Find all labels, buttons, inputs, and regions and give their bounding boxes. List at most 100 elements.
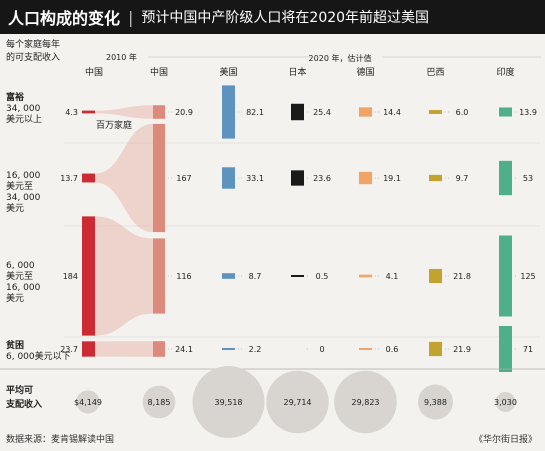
col-header-country: 日本 <box>288 66 306 78</box>
value-label-2020: 0 <box>319 345 324 354</box>
chart-subtitle: 预计中国中产阶级人口将在2020年前超过美国 <box>141 10 430 26</box>
bracket-label: 34, 000 <box>6 104 41 114</box>
value-label-china-2010: 23.7 <box>60 345 78 354</box>
bar-中国-2020 <box>153 105 165 119</box>
value-label-2020: 53 <box>523 174 533 183</box>
bar-美国-2020 <box>222 348 235 350</box>
bar-德国-2020 <box>359 348 372 350</box>
bar-日本-2020 <box>291 275 304 277</box>
bar-德国-2020 <box>359 107 372 117</box>
value-label-2020: 71 <box>523 345 533 354</box>
value-label-china-2010: 184 <box>63 272 78 281</box>
bar-印度-2020 <box>499 107 512 117</box>
value-label-2020: 8.7 <box>249 272 262 281</box>
bar-china-2010 <box>82 173 95 183</box>
avg-income-value: 29,714 <box>284 398 312 407</box>
value-label-2020: 0.5 <box>316 272 329 281</box>
value-label-2020: 33.1 <box>246 174 264 183</box>
value-label-2020: 21.8 <box>453 272 471 281</box>
bracket-label: 贫困 <box>6 339 24 351</box>
col-header-country: 印度 <box>496 66 514 78</box>
col-header-china-2010: 中国 <box>85 66 103 78</box>
bracket-label: 美元 <box>6 292 24 304</box>
value-label-2020: 4.1 <box>386 272 399 281</box>
avg-income-circle <box>142 385 176 419</box>
year-2020-label: 2020 年，估计值 <box>309 53 372 63</box>
avg-income-value: 9,388 <box>424 398 447 407</box>
flow-band <box>95 341 153 357</box>
unit-note: 百万家庭 <box>96 119 132 131</box>
col-header-country: 德国 <box>356 66 374 78</box>
avg-income-circle <box>76 390 100 414</box>
bar-巴西-2020 <box>429 268 442 284</box>
bar-印度-2020 <box>499 160 512 196</box>
bar-美国-2020 <box>222 273 235 279</box>
row-label-line2: 的可支配收入 <box>6 51 60 63</box>
value-label-2020: 116 <box>176 272 191 281</box>
avg-income-value: 8,185 <box>148 398 171 407</box>
value-label-2020: 19.1 <box>383 174 401 183</box>
avg-income-circle <box>417 384 454 420</box>
bracket-label: 美元以上 <box>6 113 42 125</box>
avg-income-label-line1: 平均可 <box>6 384 33 396</box>
value-label-2020: 125 <box>520 272 535 281</box>
chart-title: 人口构成的变化 <box>8 9 121 28</box>
avg-income-circle <box>495 392 516 412</box>
value-label-2020: 21.9 <box>453 345 471 354</box>
value-label-2020: 25.4 <box>313 108 331 117</box>
value-label-2020: 2.2 <box>249 345 262 354</box>
value-label-2020: 23.6 <box>313 174 331 183</box>
bar-印度-2020 <box>499 235 512 317</box>
value-label-china-2010: 4.3 <box>65 108 78 117</box>
value-label-2020: 6.0 <box>456 108 469 117</box>
value-label-china-2010: 13.7 <box>60 174 78 183</box>
value-label-2020: 13.9 <box>519 108 537 117</box>
bracket-label: 美元 <box>6 202 24 214</box>
row-label-line1: 每个家庭每年 <box>6 38 60 50</box>
value-label-2020: 0.6 <box>386 345 399 354</box>
bar-中国-2020 <box>153 341 165 357</box>
year-2010-label: 2010 年 <box>106 52 137 62</box>
bar-德国-2020 <box>359 171 372 185</box>
bar-巴西-2020 <box>429 341 442 357</box>
bar-china-2010 <box>82 216 95 336</box>
bar-巴西-2020 <box>429 174 442 182</box>
source-note: 数据来源：麦肯锡解读中国 <box>6 435 115 445</box>
bar-美国-2020 <box>222 85 235 139</box>
bar-美国-2020 <box>222 167 235 189</box>
avg-income-value: 29,823 <box>352 398 380 407</box>
bar-china-2010 <box>82 110 95 114</box>
value-label-2020: 82.1 <box>246 108 264 117</box>
bracket-label: 16, 000 <box>6 171 41 181</box>
col-header-country: 巴西 <box>426 67 444 78</box>
avg-income-value: 39,518 <box>215 398 243 407</box>
value-label-2020: 9.7 <box>456 174 469 183</box>
col-header-country: 美国 <box>219 66 237 78</box>
bracket-label: 6, 000美元以下 <box>6 350 71 362</box>
bar-德国-2020 <box>359 274 372 278</box>
bracket-label: 34, 000 <box>6 193 41 203</box>
value-label-2020: 20.9 <box>175 108 193 117</box>
bar-china-2010 <box>82 341 95 357</box>
flow-band <box>95 216 153 336</box>
avg-income-label-line2: 支配收入 <box>5 398 42 410</box>
avg-income-circle <box>334 370 397 434</box>
flow-band <box>95 123 153 233</box>
value-label-2020: 167 <box>176 174 191 183</box>
avg-income-value: $4,149 <box>74 398 102 407</box>
bracket-label: 富裕 <box>6 91 24 103</box>
bar-日本-2020 <box>291 103 304 121</box>
avg-income-circle <box>266 370 329 434</box>
flow-band <box>95 105 153 119</box>
bracket-label: 美元至 <box>6 180 33 192</box>
avg-income-circle <box>192 366 265 438</box>
bracket-label: 美元至 <box>6 270 33 282</box>
bar-巴西-2020 <box>429 110 442 114</box>
bar-日本-2020 <box>291 170 304 186</box>
value-label-2020: 14.4 <box>383 108 401 117</box>
col-header-country: 中国 <box>150 66 168 78</box>
value-label-2020: 24.1 <box>175 345 193 354</box>
bar-中国-2020 <box>153 123 165 233</box>
